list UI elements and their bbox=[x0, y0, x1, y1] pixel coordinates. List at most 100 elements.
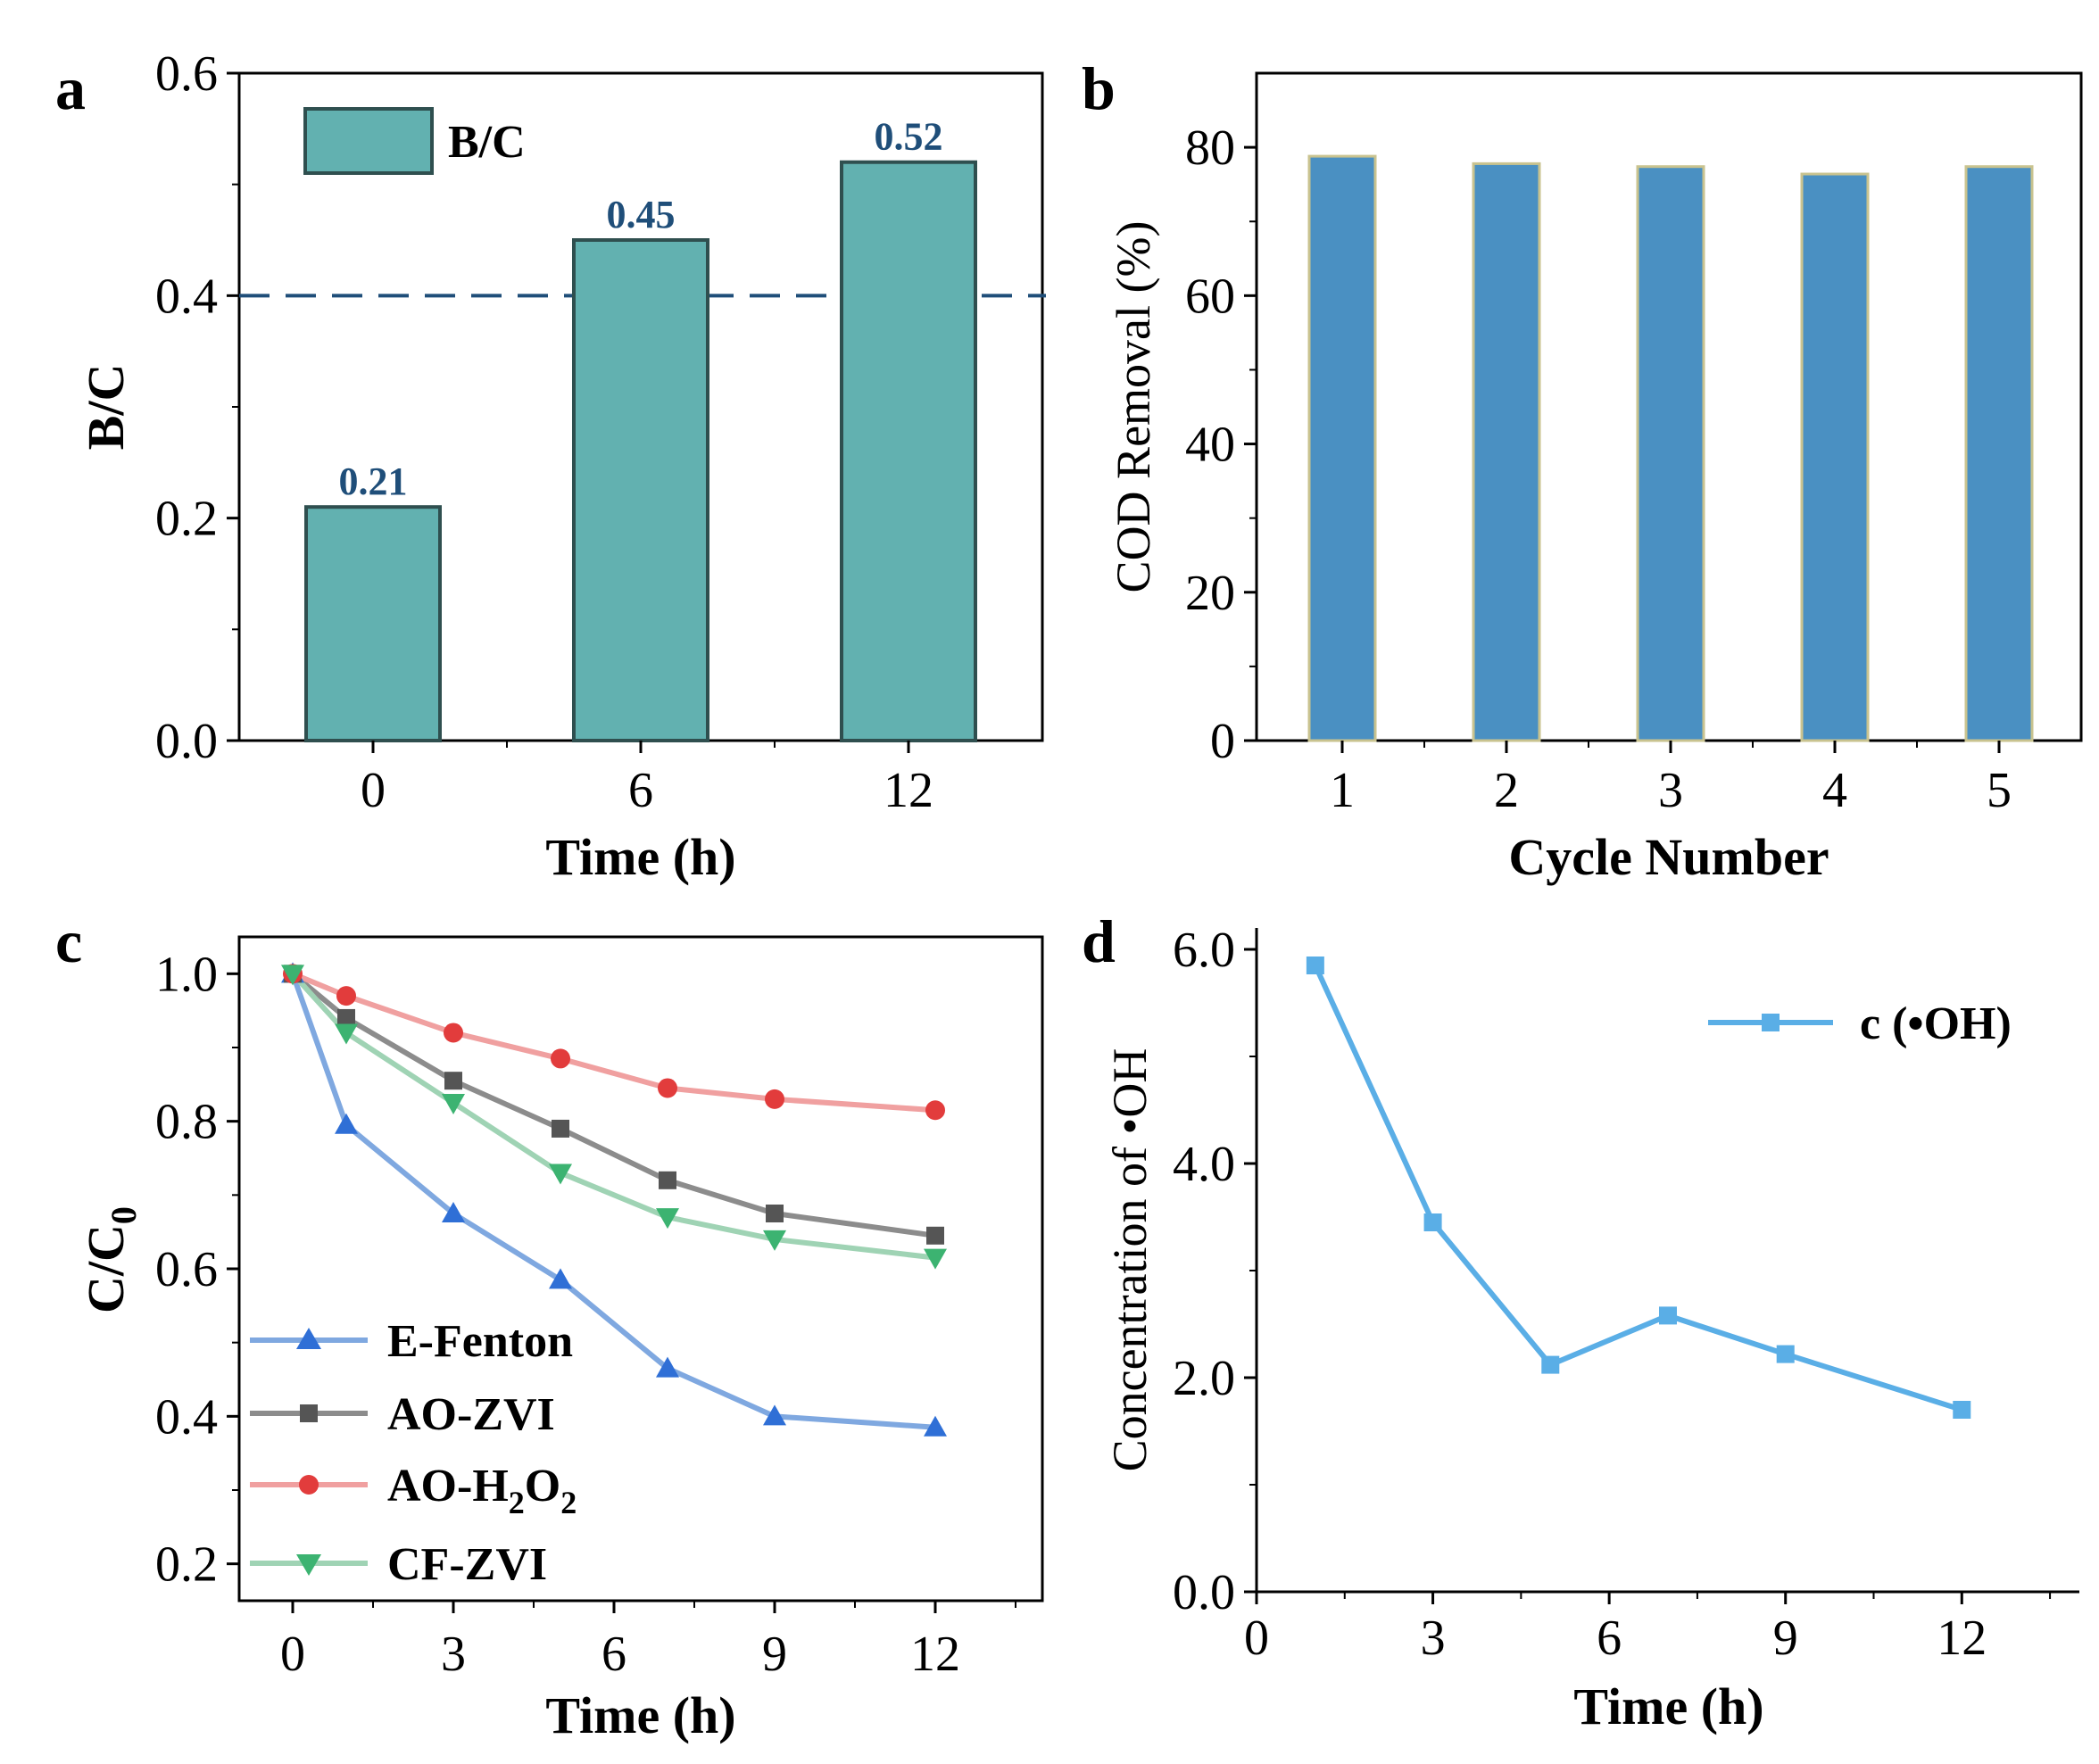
panel-letter-d: d bbox=[1082, 907, 1116, 975]
bar bbox=[1307, 154, 1377, 742]
data-point-cf-zvi bbox=[763, 1230, 786, 1251]
data-point-e-fenton bbox=[763, 1404, 786, 1426]
legend-marker-ao-zvi bbox=[300, 1404, 318, 1422]
x-tick-label: 9 bbox=[762, 1627, 787, 1682]
y-tick-label: 60 bbox=[1185, 269, 1235, 324]
y-tick-label: 0.2 bbox=[155, 1537, 218, 1593]
y-tick-label: 4.0 bbox=[1173, 1137, 1235, 1192]
bar-value-label: 0.52 bbox=[875, 115, 943, 159]
bar bbox=[1964, 165, 2034, 742]
y-axis-title: Concentration of •OH bbox=[1103, 1048, 1157, 1472]
x-tick-label: 5 bbox=[1987, 763, 2012, 818]
legend-label-ao-h2o2-base: AO-H bbox=[387, 1461, 509, 1511]
x-tick-label: 6 bbox=[628, 763, 653, 818]
x-tick-label: 6 bbox=[601, 1627, 626, 1682]
x-axis-title: Time (h) bbox=[545, 828, 735, 886]
panel-letter-a: a bbox=[55, 54, 86, 122]
x-tick-label: 4 bbox=[1822, 763, 1847, 818]
x-tick-label: 3 bbox=[1658, 763, 1683, 818]
panel-c-chart: 0.2 0.4 0.6 0.8 1.0 0 3 6 9 12 E-Fenton AO-ZVI AO… bbox=[77, 935, 1044, 1744]
data-point-ao-zvi bbox=[926, 1226, 944, 1245]
legend-label-cf-zvi: CF-ZVI bbox=[387, 1539, 547, 1590]
data-point-cf-zvi bbox=[924, 1248, 947, 1270]
data-point-cf-zvi bbox=[335, 1023, 358, 1045]
legend-swatch-bc bbox=[303, 107, 434, 175]
bar bbox=[304, 505, 442, 742]
y-tick-label: 2.0 bbox=[1173, 1351, 1235, 1406]
bar bbox=[1800, 172, 1870, 742]
data-point-ao-h2o2 bbox=[336, 986, 356, 1006]
y-tick-label: 0.6 bbox=[155, 46, 218, 102]
bar bbox=[1472, 161, 1541, 742]
x-axis-title: Cycle Number bbox=[1508, 828, 1829, 886]
legend-label-ao-zvi: AO-ZVI bbox=[387, 1389, 555, 1440]
legend-label-bc: B/C bbox=[448, 117, 526, 168]
y-tick-label: 0.6 bbox=[155, 1242, 218, 1297]
y-axis-title-base: C/C bbox=[77, 1224, 135, 1313]
y-tick-label: 80 bbox=[1185, 120, 1235, 176]
x-tick-label: 0 bbox=[361, 763, 386, 818]
x-axis-title: Time (h) bbox=[1573, 1677, 1763, 1735]
x-tick-label: 1 bbox=[1330, 763, 1355, 818]
y-tick-label: 0.4 bbox=[155, 269, 218, 324]
data-point-ao-zvi bbox=[659, 1171, 676, 1189]
plot-frame bbox=[237, 935, 1044, 1603]
bar-value-label: 0.21 bbox=[339, 460, 408, 503]
legend-label-oh: c (•OH) bbox=[1860, 998, 2012, 1049]
legend-marker-oh bbox=[1762, 1014, 1780, 1031]
data-point-ao-zvi bbox=[552, 1119, 569, 1138]
data-point-oh bbox=[1953, 1401, 1971, 1419]
y-tick-label: 0.0 bbox=[1173, 1565, 1235, 1620]
data-point-oh bbox=[1776, 1345, 1795, 1363]
data-point-e-fenton bbox=[549, 1268, 572, 1289]
series-line-cf-zvi bbox=[290, 972, 936, 1261]
x-tick-label: 6 bbox=[1597, 1611, 1622, 1666]
x-tick-label: 12 bbox=[1937, 1611, 1987, 1666]
y-tick-label: 0.0 bbox=[155, 714, 218, 769]
y-tick-label: 0.2 bbox=[155, 492, 218, 547]
x-axis-title: Time (h) bbox=[545, 1686, 735, 1744]
y-tick-label: 0.4 bbox=[155, 1389, 218, 1445]
series-line-oh bbox=[1313, 964, 1963, 1412]
panel-d-chart: 0.0 2.0 4.0 6.0 0 3 6 9 12 c (•OH) Time (h) Conc… bbox=[1103, 923, 2079, 1735]
data-point-ao-h2o2 bbox=[444, 1023, 463, 1043]
data-point-oh bbox=[1541, 1355, 1560, 1374]
data-point-e-fenton bbox=[656, 1356, 679, 1378]
legend-marker-cf-zvi bbox=[296, 1554, 321, 1576]
x-tick-label: 12 bbox=[884, 763, 933, 818]
data-point-cf-zvi bbox=[442, 1094, 465, 1114]
panel-letter-b: b bbox=[1082, 54, 1116, 122]
data-point-ao-h2o2 bbox=[925, 1100, 945, 1121]
data-point-oh bbox=[1423, 1213, 1442, 1231]
x-tick-label: 3 bbox=[1421, 1611, 1446, 1666]
legend: c (•OH) bbox=[1708, 998, 2012, 1049]
legend: B/C bbox=[303, 107, 526, 175]
legend: E-Fenton AO-ZVI AO-H2O2 CF-ZVI bbox=[250, 1316, 577, 1590]
data-point-e-fenton bbox=[442, 1202, 465, 1222]
x-tick-label: 12 bbox=[910, 1627, 960, 1682]
panel-letter-c: c bbox=[55, 907, 82, 975]
bar bbox=[840, 160, 977, 742]
bar bbox=[572, 238, 709, 742]
y-tick-label: 20 bbox=[1185, 566, 1235, 621]
y-axis-title: COD Removal (%) bbox=[1107, 221, 1160, 593]
data-point-cf-zvi bbox=[656, 1208, 679, 1230]
y-axis-title: B/C bbox=[77, 364, 135, 451]
data-point-ao-h2o2 bbox=[658, 1078, 677, 1098]
data-point-ao-zvi bbox=[766, 1205, 784, 1222]
data-point-cf-zvi bbox=[281, 965, 304, 986]
legend-label-ao-h2o2-mid: O bbox=[525, 1461, 560, 1511]
legend-label-e-fenton: E-Fenton bbox=[387, 1316, 573, 1367]
y-tick-label: 0.8 bbox=[155, 1095, 218, 1150]
data-point-cf-zvi bbox=[549, 1164, 572, 1185]
data-point-oh bbox=[1306, 957, 1324, 974]
y-tick-label: 6.0 bbox=[1173, 923, 1235, 978]
legend-label-ao-h2o2-sub2: 2 bbox=[560, 1485, 577, 1520]
data-point-ao-h2o2 bbox=[765, 1089, 784, 1109]
y-tick-label: 1.0 bbox=[155, 947, 218, 1002]
panel-a-chart: 0.21 0.45 0.52 0.0 0.2 0.4 0.6 0 6 12 B/C Time (… bbox=[77, 46, 1046, 886]
x-tick-label: 0 bbox=[1244, 1611, 1269, 1666]
data-point-ao-zvi bbox=[444, 1072, 462, 1090]
data-point-e-fenton bbox=[924, 1415, 947, 1437]
